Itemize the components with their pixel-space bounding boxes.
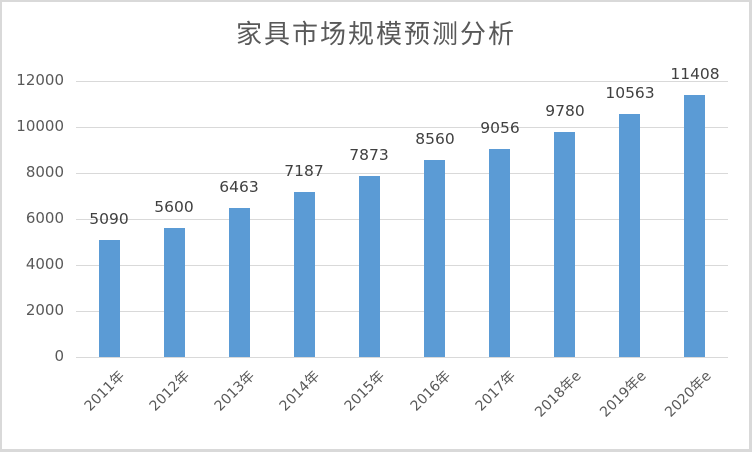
data-label: 5600 [154, 198, 194, 216]
y-tick-label: 8000 [25, 163, 64, 181]
bar [164, 228, 185, 357]
data-label: 7187 [284, 162, 324, 180]
gridline [76, 127, 728, 128]
bar [359, 176, 380, 357]
gridline [76, 311, 728, 312]
data-label: 10563 [605, 84, 655, 102]
y-tick-label: 6000 [25, 209, 64, 227]
bar [554, 132, 575, 357]
bar [684, 95, 705, 357]
bar [229, 208, 250, 357]
gridline [76, 173, 728, 174]
y-tick-label: 4000 [25, 255, 64, 273]
data-label: 9780 [545, 102, 585, 120]
chart-title: 家具市场规模预测分析 [235, 20, 516, 50]
y-tick-label: 2000 [25, 301, 64, 319]
bar [424, 160, 445, 357]
y-tick-label: 0 [54, 347, 64, 365]
y-tick-label: 12000 [16, 71, 64, 89]
gridline [76, 265, 728, 266]
data-label: 6463 [219, 178, 259, 196]
bar [294, 192, 315, 357]
gridline [76, 357, 728, 358]
gridline [76, 219, 728, 220]
data-label: 11408 [670, 65, 720, 83]
data-label: 9056 [480, 119, 520, 137]
data-label: 7873 [349, 146, 389, 164]
y-tick-label: 10000 [16, 117, 64, 135]
bar [489, 149, 510, 357]
data-label: 8560 [415, 130, 455, 148]
bar [619, 114, 640, 357]
bar [99, 240, 120, 357]
gridline [76, 81, 728, 82]
data-label: 5090 [89, 210, 129, 228]
